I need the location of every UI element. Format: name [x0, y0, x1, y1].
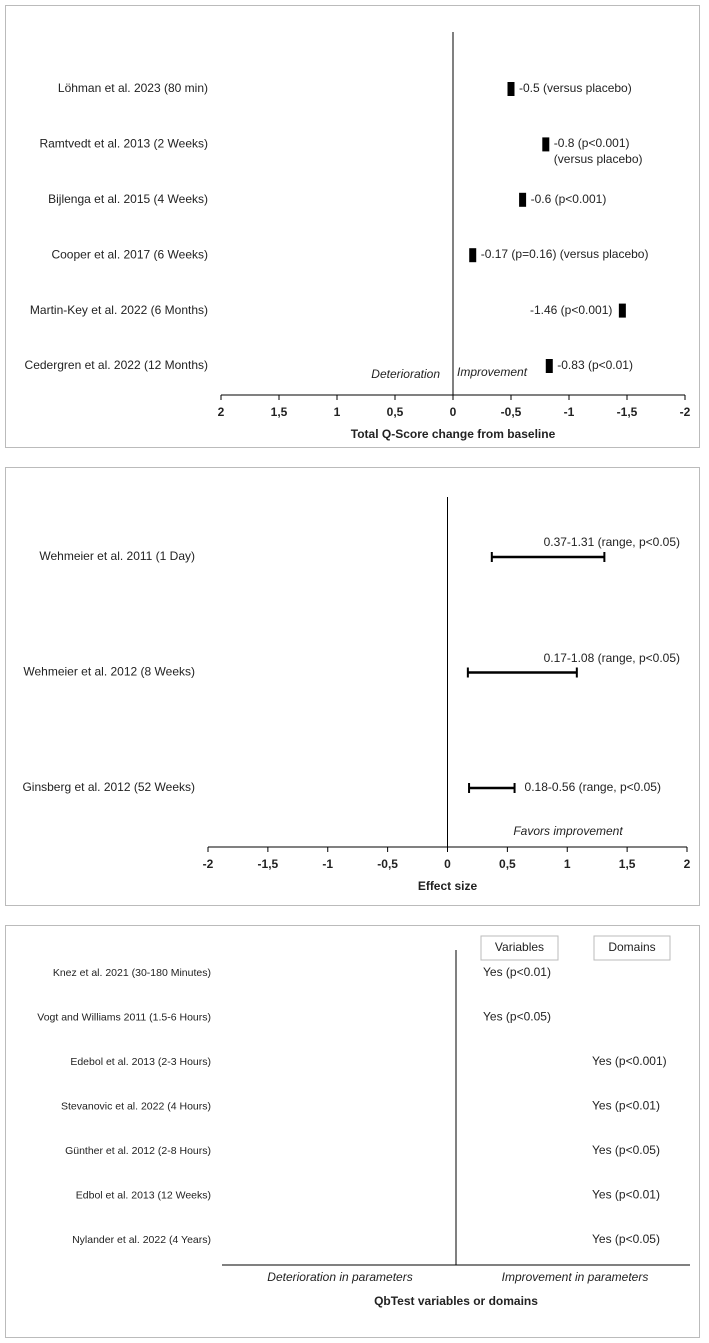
- x-tick-label: 1,5: [619, 857, 636, 871]
- annotation: Deterioration: [371, 367, 440, 381]
- x-tick-label: 0: [444, 857, 451, 871]
- panel-frame: [5, 5, 700, 448]
- x-tick-label: -1: [322, 857, 333, 871]
- panel-frame: [5, 925, 700, 1338]
- column-header: Variables: [495, 940, 544, 954]
- bar: [507, 82, 515, 96]
- cell-value: Yes (p<0.01): [483, 965, 551, 979]
- label-box: -0.6 (p<0.001): [530, 191, 607, 206]
- label-box: 0.37-1.31 (range, p<0.05): [543, 535, 680, 549]
- annotation: Improvement in parameters: [502, 1270, 649, 1284]
- x-axis-label: Total Q-Score change from baseline: [351, 427, 556, 441]
- bar: [618, 303, 626, 318]
- label-box: 0.18-0.56 (range, p<0.05): [524, 780, 661, 794]
- panel-frame: [5, 467, 700, 906]
- value-label: -0.17 (p=0.16) (versus placebo): [480, 247, 649, 262]
- category-label: Ginsberg et al. 2012 (52 Weeks): [22, 780, 195, 794]
- category-label: Wehmeier et al. 2012 (8 Weeks): [23, 665, 195, 679]
- label-box: -1.46 (p<0.001): [529, 302, 613, 317]
- x-tick-label: 0,5: [499, 857, 516, 871]
- cell-value: Yes (p<0.05): [483, 1010, 551, 1024]
- value-label: 0.17-1.08 (range, p<0.05): [543, 650, 680, 665]
- category-label: Bijlenga et al. 2015 (4 Weeks): [48, 192, 208, 206]
- bar: [542, 137, 550, 152]
- annotation: Deterioration in parameters: [267, 1270, 412, 1284]
- column-header-box: [480, 935, 559, 961]
- x-tick-label: 0,5: [387, 405, 404, 419]
- category-label: Wehmeier et al. 2011 (1 Day): [39, 549, 195, 563]
- label-box: -0.5 (versus placebo): [519, 81, 632, 95]
- category-label: Vogt and Williams 2011 (1.5-6 Hours): [37, 1011, 211, 1023]
- category-label: Edbol et al. 2013 (12 Weeks): [76, 1189, 211, 1201]
- category-label: Martin-Key et al. 2022 (6 Months): [30, 303, 208, 317]
- bar: [469, 248, 477, 263]
- category-label: Edebol et al. 2013 (2-3 Hours): [70, 1056, 211, 1068]
- x-tick-label: -1,5: [258, 857, 279, 871]
- category-label: Ramtvedt et al. 2013 (2 Weeks): [39, 137, 208, 151]
- annotation: Favors improvement: [513, 824, 623, 838]
- x-tick-label: 1,5: [271, 405, 288, 419]
- x-tick-label: 2: [684, 857, 691, 871]
- column-header-box: [593, 935, 671, 961]
- value-label: 0.18-0.56 (range, p<0.05): [524, 780, 661, 794]
- x-tick-label: -0,5: [377, 857, 398, 871]
- label-box: -0.17 (p=0.16) (versus placebo): [480, 247, 649, 262]
- value-label: -1.46 (p<0.001): [529, 302, 613, 317]
- category-label: Günther et al. 2012 (2-8 Hours): [65, 1145, 211, 1157]
- category-label: Cooper et al. 2017 (6 Weeks): [51, 247, 208, 261]
- label-box: -0.83 (p<0.01): [557, 358, 633, 372]
- value-label: 0.37-1.31 (range, p<0.05): [543, 535, 680, 549]
- x-axis-label: QbTest variables or domains: [374, 1294, 538, 1308]
- cell-value: Yes (p<0.001): [592, 1054, 667, 1068]
- x-tick-label: -1: [564, 405, 575, 419]
- x-tick-label: 1: [564, 857, 571, 871]
- value-label: -0.6 (p<0.001): [530, 191, 607, 206]
- x-tick-label: -2: [203, 857, 214, 871]
- cell-value: Yes (p<0.01): [592, 1188, 660, 1202]
- column-header: Domains: [608, 940, 655, 954]
- category-label: Cedergren et al. 2022 (12 Months): [25, 358, 208, 372]
- value-label: -0.8 (p<0.001) (versus placebo): [553, 136, 643, 167]
- value-label: -0.83 (p<0.01): [557, 358, 633, 372]
- x-tick-label: -0,5: [501, 405, 522, 419]
- cell-value: Yes (p<0.01): [592, 1099, 660, 1113]
- x-axis-label: Effect size: [418, 879, 478, 893]
- x-tick-label: 0: [450, 405, 457, 419]
- label-box: -0.8 (p<0.001) (versus placebo): [553, 136, 643, 167]
- x-tick-label: -2: [680, 405, 691, 419]
- category-label: Stevanovic et al. 2022 (4 Hours): [61, 1100, 211, 1112]
- cell-value: Yes (p<0.05): [592, 1143, 660, 1157]
- category-label: Löhman et al. 2023 (80 min): [58, 81, 208, 95]
- label-box: 0.17-1.08 (range, p<0.05): [543, 650, 680, 665]
- bar: [545, 359, 553, 373]
- x-tick-label: 2: [218, 405, 225, 419]
- cell-value: Yes (p<0.05): [592, 1232, 660, 1246]
- x-tick-label: -1,5: [617, 405, 638, 419]
- annotation: Improvement: [457, 365, 528, 379]
- category-label: Knez et al. 2021 (30-180 Minutes): [53, 967, 211, 979]
- bar: [519, 192, 527, 207]
- x-tick-label: 1: [334, 405, 341, 419]
- category-label: Nylander et al. 2022 (4 Years): [72, 1234, 211, 1246]
- value-label: -0.5 (versus placebo): [519, 81, 632, 95]
